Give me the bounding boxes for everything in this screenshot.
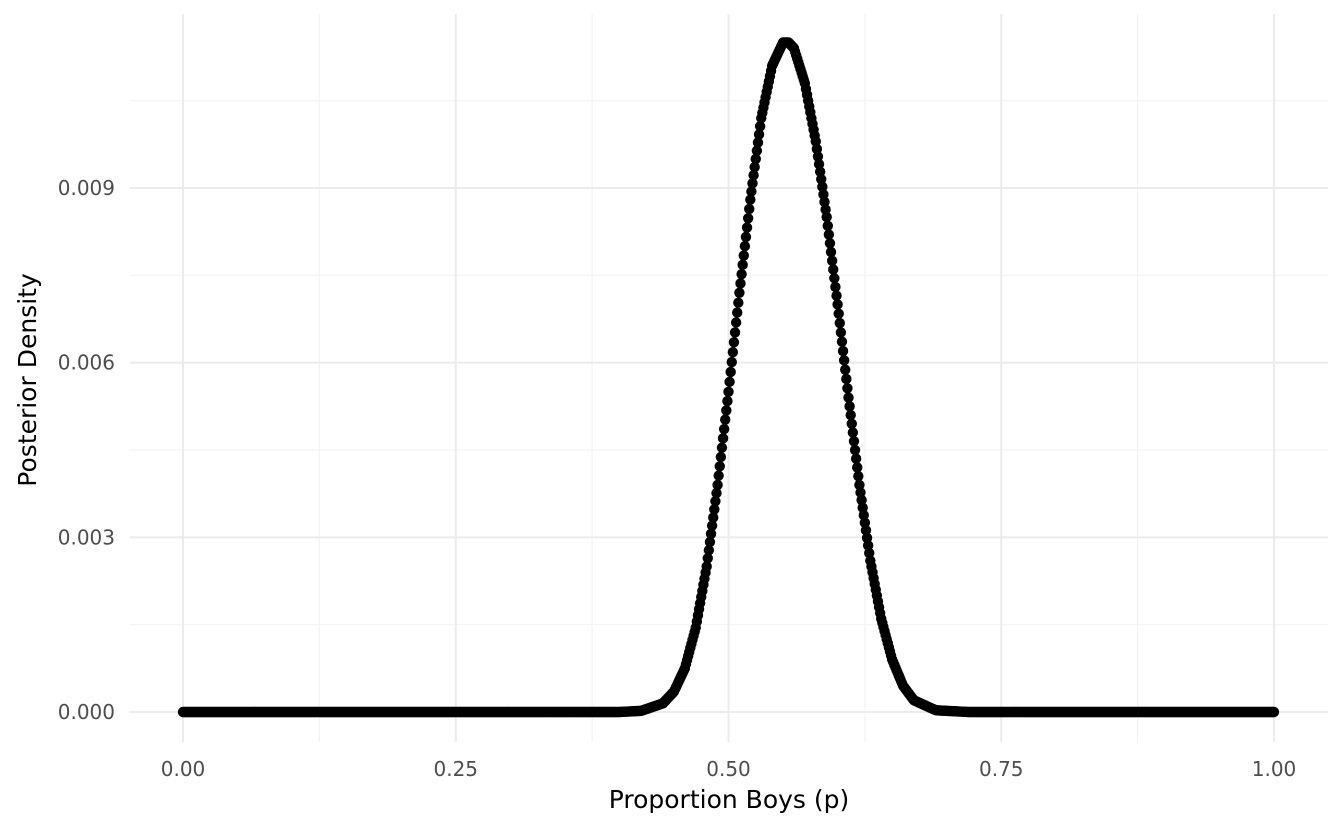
data-point [702,553,713,564]
data-point [735,278,746,289]
data-point [853,471,864,482]
data-point [840,364,851,375]
data-point [722,395,733,407]
data-point [825,246,837,258]
data-point [749,161,760,173]
data-point [834,317,845,329]
data-point [824,238,836,249]
data-point [754,121,766,132]
data-point [746,186,757,197]
data-point [846,418,857,429]
data-point [730,317,742,328]
data-point [741,222,753,233]
x-axis-tick-labels: 0.00 0.25 0.50 0.75 1.00 [161,757,1297,781]
data-point [704,536,716,548]
data-point [718,423,730,435]
data-point [752,137,764,148]
data-point [723,386,734,397]
data-point [716,442,728,453]
data-point [833,308,844,319]
data-point [848,436,860,447]
data-point [713,470,724,481]
data-point [753,129,765,140]
data-point [835,327,847,338]
data-point [738,250,749,261]
data-point [705,528,717,540]
data-point [844,401,855,412]
data-point [708,512,719,523]
data-point [739,241,751,252]
data-point [712,479,723,491]
data-point [836,336,848,347]
data-point [717,433,729,444]
data-point [715,451,727,463]
data-point [720,414,731,425]
y-axis-tick-labels: 0.000 0.003 0.006 0.009 [58,176,115,724]
data-point [706,520,718,531]
data-point [714,461,725,472]
data-point [849,444,861,456]
y-tick-label: 0.000 [58,700,115,724]
data-point [747,178,758,189]
x-axis-title: Proportion Boys (p) [609,785,850,814]
data-point [748,169,759,181]
data-point [821,211,832,223]
data-point [727,346,739,358]
data-point [830,281,841,293]
data-point [724,376,735,388]
x-tick-label: 0.00 [161,757,206,781]
data-point [850,453,862,464]
data-point [737,259,748,271]
data-point [826,255,838,266]
data-point [710,496,721,507]
data-point [721,405,732,416]
x-tick-label: 1.00 [1252,757,1297,781]
data-point [733,297,744,308]
data-point [745,194,756,205]
data-point [711,487,722,499]
data-point [701,561,712,572]
data-point [742,213,754,224]
data-point [709,504,720,515]
data-point [837,345,849,357]
data-point [736,268,747,280]
data-point [751,145,763,156]
data-point [823,229,835,240]
data-point [740,231,752,243]
data-points [177,37,1280,718]
data-point [726,356,737,368]
data-point [847,427,859,438]
data-point [843,392,854,403]
data-point [832,299,843,310]
data-point [734,287,745,298]
data-point [1268,706,1280,718]
data-point [728,337,740,348]
data-point [732,307,743,318]
y-tick-label: 0.009 [58,176,115,200]
data-point [852,462,863,473]
x-tick-label: 0.50 [706,757,751,781]
data-point [822,220,833,232]
data-point [845,409,856,421]
data-point [828,264,839,275]
data-point [841,373,852,385]
data-point [725,366,736,378]
data-point [831,290,842,301]
y-tick-label: 0.006 [58,351,115,375]
y-tick-label: 0.003 [58,525,115,549]
data-point [729,327,741,338]
data-point [750,153,761,165]
x-tick-label: 0.25 [433,757,478,781]
data-point [842,383,853,394]
y-axis-title: Posterior Density [13,273,42,487]
data-point [838,355,850,366]
data-point [829,273,840,284]
data-point [744,203,755,215]
x-tick-label: 0.75 [979,757,1024,781]
data-point [703,544,715,556]
